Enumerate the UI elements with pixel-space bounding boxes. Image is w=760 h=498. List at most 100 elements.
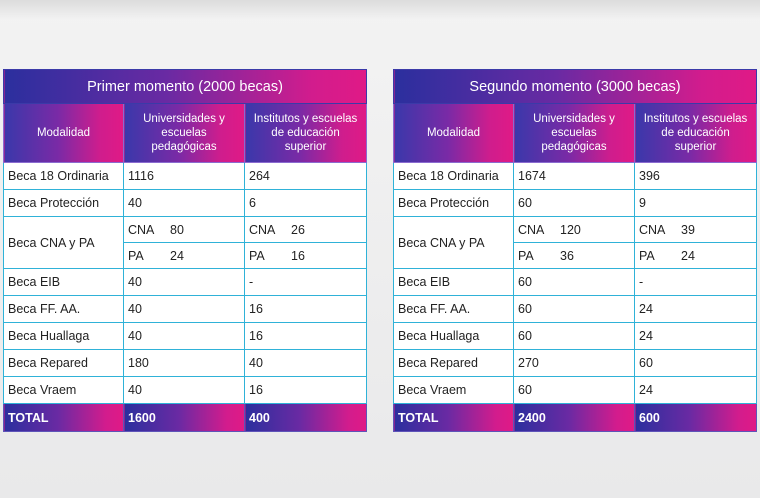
- top-shadow: [0, 0, 760, 20]
- cna-label: CNA: [518, 222, 545, 237]
- total-inst: 400: [243, 403, 368, 432]
- row-label: Beca 18 Ordinaria: [3, 162, 124, 190]
- univ-pa-value: 36: [560, 248, 574, 263]
- inst-value: 9: [633, 189, 758, 217]
- inst-pa-value: 16: [291, 248, 305, 263]
- total-label: TOTAL: [393, 403, 514, 432]
- inst-cna-cell: CNA 26: [243, 216, 368, 243]
- row-label: Beca FF. AA.: [393, 295, 514, 323]
- total-row: TOTAL 2400 600: [393, 403, 758, 432]
- row-label: Beca Repared: [393, 349, 514, 377]
- header-modalidad: Modalidad: [393, 103, 514, 163]
- table-row: Beca Huallaga 60 24: [393, 322, 758, 350]
- total-univ: 1600: [123, 403, 245, 432]
- univ-cna-value: 120: [560, 222, 581, 237]
- inst-pa-value: 24: [681, 248, 695, 263]
- univ-value: 60: [513, 189, 635, 217]
- header-universidades: Universidades y escuelas pedagógicas: [123, 103, 245, 163]
- univ-value: 40: [123, 189, 245, 217]
- inst-value: 60: [633, 349, 758, 377]
- inst-value: 24: [633, 295, 758, 323]
- inst-value: 40: [243, 349, 368, 377]
- univ-value: 40: [123, 268, 245, 296]
- inst-pa-cell: PA 24: [633, 242, 758, 269]
- table-row: Beca EIB 40 -: [3, 268, 368, 296]
- univ-cna-cell: CNA 80: [123, 216, 245, 243]
- table-title: Segundo momento (3000 becas): [392, 69, 758, 104]
- univ-value: 60: [513, 268, 635, 296]
- pa-label: PA: [518, 248, 534, 263]
- table-row: Beca CNA y PA CNA 120 CNA 39: [393, 216, 758, 269]
- inst-value: 16: [243, 322, 368, 350]
- univ-value: 1116: [123, 162, 245, 190]
- table-row: Beca Repared 180 40: [3, 349, 368, 377]
- inst-value: 16: [243, 295, 368, 323]
- inst-cna-value: 26: [291, 222, 305, 237]
- table-row: Beca EIB 60 -: [393, 268, 758, 296]
- inst-cna-cell: CNA 39: [633, 216, 758, 243]
- table-row: PA 36 PA 24: [394, 242, 758, 269]
- univ-cna-cell: CNA 120: [513, 216, 635, 243]
- cna-label: CNA: [639, 222, 666, 237]
- univ-value: 1674: [513, 162, 635, 190]
- row-label: Beca EIB: [393, 268, 514, 296]
- table-row: Beca 18 Ordinaria 1116 264: [3, 162, 368, 190]
- row-label: Beca Vraem: [393, 376, 514, 404]
- inst-cna-value: 39: [681, 222, 695, 237]
- total-label: TOTAL: [3, 403, 124, 432]
- univ-value: 40: [123, 322, 245, 350]
- row-label: Beca Huallaga: [3, 322, 124, 350]
- total-univ: 2400: [513, 403, 635, 432]
- inst-value: 24: [633, 322, 758, 350]
- row-label: Beca EIB: [3, 268, 124, 296]
- row-label: Beca 18 Ordinaria: [393, 162, 514, 190]
- univ-value: 60: [513, 376, 635, 404]
- univ-value: 270: [513, 349, 635, 377]
- row-label: Beca Vraem: [3, 376, 124, 404]
- table-row: Beca FF. AA. 60 24: [393, 295, 758, 323]
- univ-pa-value: 24: [170, 248, 184, 263]
- univ-pa-cell: PA 24: [123, 242, 245, 269]
- univ-cna-value: 80: [170, 222, 184, 237]
- row-label: Beca Protección: [393, 189, 514, 217]
- row-label: Beca CNA y PA: [3, 216, 124, 269]
- inst-value: 24: [633, 376, 758, 404]
- univ-value: 40: [123, 295, 245, 323]
- header-institutos: Institutos y escuelas de educación super…: [243, 103, 368, 163]
- table-row: Beca Vraem 40 16: [3, 376, 368, 404]
- table-row: PA 24 PA 16: [4, 242, 368, 269]
- pa-label: PA: [249, 248, 265, 263]
- inst-pa-cell: PA 16: [243, 242, 368, 269]
- table-row: Beca Protección 60 9: [393, 189, 758, 217]
- table-segundo-momento: Segundo momento (3000 becas) Modalidad U…: [392, 69, 758, 432]
- univ-value: 60: [513, 322, 635, 350]
- univ-value: 40: [123, 376, 245, 404]
- inst-value: -: [243, 268, 368, 296]
- table-row: Beca Huallaga 40 16: [3, 322, 368, 350]
- table-row: Beca FF. AA. 40 16: [3, 295, 368, 323]
- table-primer-momento: Primer momento (2000 becas) Modalidad Un…: [2, 69, 368, 432]
- inst-value: 396: [633, 162, 758, 190]
- inst-value: 16: [243, 376, 368, 404]
- total-inst: 600: [633, 403, 758, 432]
- inst-value: -: [633, 268, 758, 296]
- cna-label: CNA: [128, 222, 155, 237]
- row-label: Beca CNA y PA: [393, 216, 514, 269]
- row-label: Beca Protección: [3, 189, 124, 217]
- univ-pa-cell: PA 36: [513, 242, 635, 269]
- table-row: Beca Repared 270 60: [393, 349, 758, 377]
- header-institutos: Institutos y escuelas de educación super…: [633, 103, 758, 163]
- table-row: Beca Protección 40 6: [3, 189, 368, 217]
- univ-value: 180: [123, 349, 245, 377]
- inst-value: 6: [243, 189, 368, 217]
- univ-value: 60: [513, 295, 635, 323]
- cna-label: CNA: [249, 222, 276, 237]
- table-row: Beca 18 Ordinaria 1674 396: [393, 162, 758, 190]
- inst-value: 264: [243, 162, 368, 190]
- pa-label: PA: [128, 248, 144, 263]
- pa-label: PA: [639, 248, 655, 263]
- header-modalidad: Modalidad: [3, 103, 124, 163]
- row-label: Beca Repared: [3, 349, 124, 377]
- row-label: Beca FF. AA.: [3, 295, 124, 323]
- table-row: Beca CNA y PA CNA 80 CNA 26: [3, 216, 368, 269]
